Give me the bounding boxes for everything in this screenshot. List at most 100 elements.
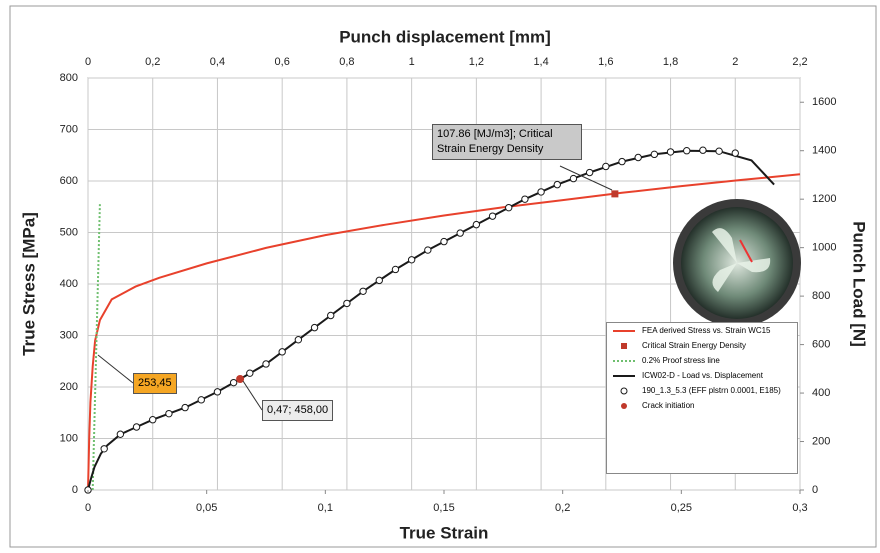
- x2-tick-label: 0,6: [275, 56, 290, 68]
- legend-entry: 0.2% Proof stress line: [611, 356, 793, 366]
- point: [230, 379, 236, 385]
- point: [247, 370, 253, 376]
- point: [603, 163, 609, 169]
- legend-entry: FEA derived Stress vs. Strain WC15: [611, 326, 793, 336]
- point: [376, 277, 382, 283]
- x2-tick-label: 2: [732, 56, 738, 68]
- x2-tick-label: 0,8: [339, 56, 354, 68]
- point: [441, 238, 447, 244]
- x2-tick-label: 1,2: [469, 56, 484, 68]
- y-tick-label: 100: [60, 432, 78, 444]
- x-tick-label: 0,3: [792, 502, 807, 514]
- point: [198, 397, 204, 403]
- x-tick-label: 0,15: [433, 502, 454, 514]
- y2-tick-label: 400: [812, 387, 830, 399]
- point: [133, 424, 139, 430]
- legend-swatch: [611, 326, 637, 336]
- x2-tick-label: 0,4: [210, 56, 225, 68]
- legend-label: FEA derived Stress vs. Strain WC15: [642, 326, 771, 336]
- x-tick-label: 0,25: [671, 502, 692, 514]
- y-axis-title: True Stress [MPa]: [19, 212, 38, 356]
- x2-tick-label: 1: [409, 56, 415, 68]
- point: [635, 154, 641, 160]
- legend-swatch: [611, 386, 637, 396]
- point: [651, 151, 657, 157]
- point: [117, 431, 123, 437]
- point: [732, 150, 738, 156]
- annotation: 253,45: [133, 373, 177, 394]
- x2-tick-label: 0,2: [145, 56, 160, 68]
- point: [457, 230, 463, 236]
- x-tick-label: 0,05: [196, 502, 217, 514]
- legend-entry: 190_1.3_5.3 (EFF plstrn 0.0001, E185): [611, 386, 793, 396]
- point: [408, 257, 414, 263]
- y-tick-label: 700: [60, 123, 78, 135]
- point: [473, 221, 479, 227]
- legend-label: Crack initiation: [642, 401, 694, 411]
- legend-label: 190_1.3_5.3 (EFF plstrn 0.0001, E185): [642, 386, 781, 396]
- y2-tick-label: 200: [812, 435, 830, 447]
- x2-tick-label: 1,6: [598, 56, 613, 68]
- x2-tick-label: 2,2: [792, 56, 807, 68]
- annotation: 107.86 [MJ/m3]; Critical Strain Energy D…: [432, 124, 582, 160]
- point: [311, 324, 317, 330]
- point: [425, 247, 431, 253]
- point: [684, 148, 690, 154]
- point: [344, 300, 350, 306]
- point: [700, 147, 706, 153]
- point: [611, 190, 618, 197]
- legend-swatch: [611, 401, 637, 411]
- legend-marker: [621, 403, 627, 409]
- point: [570, 175, 576, 181]
- point: [392, 266, 398, 272]
- point: [360, 288, 366, 294]
- point: [182, 404, 188, 410]
- y-tick-label: 600: [60, 175, 78, 187]
- x-axis-title: True Strain: [400, 523, 489, 542]
- y-tick-label: 0: [72, 484, 78, 496]
- x-tick-label: 0,2: [555, 502, 570, 514]
- legend-entry: Critical Strain Energy Density: [611, 341, 793, 351]
- point: [166, 410, 172, 416]
- legend-swatch: [611, 356, 637, 366]
- point: [150, 417, 156, 423]
- y-tick-label: 400: [60, 278, 78, 290]
- y2-tick-label: 600: [812, 338, 830, 350]
- y2-tick-label: 0: [812, 484, 818, 496]
- y2-axis-title: Punch Load [N]: [850, 221, 869, 347]
- legend-swatch: [611, 371, 637, 381]
- point: [667, 149, 673, 155]
- point: [619, 158, 625, 164]
- page: Punch displacement [mm] True Strain True…: [0, 0, 880, 553]
- y2-tick-label: 1600: [812, 96, 836, 108]
- point: [214, 389, 220, 395]
- legend-label: 0.2% Proof stress line: [642, 356, 720, 366]
- legend-marker: [621, 388, 627, 394]
- x2-tick-label: 1,8: [663, 56, 678, 68]
- y-tick-label: 800: [60, 72, 78, 84]
- point: [586, 169, 592, 175]
- x-tick-label: 0,1: [318, 502, 333, 514]
- point: [554, 181, 560, 187]
- y-tick-label: 500: [60, 226, 78, 238]
- point: [101, 446, 107, 452]
- point: [236, 375, 244, 383]
- legend-entry: ICW02-D - Load vs. Displacement: [611, 371, 793, 381]
- y2-tick-label: 1000: [812, 242, 836, 254]
- y2-tick-label: 800: [812, 290, 830, 302]
- x2-tick-label: 0: [85, 56, 91, 68]
- point: [279, 349, 285, 355]
- y2-tick-label: 1200: [812, 193, 836, 205]
- point: [328, 312, 334, 318]
- x-tick-label: 0: [85, 502, 91, 514]
- point: [506, 204, 512, 210]
- legend-label: ICW02-D - Load vs. Displacement: [642, 371, 763, 381]
- x2-tick-label: 1,4: [533, 56, 548, 68]
- legend-entry: Crack initiation: [611, 401, 793, 411]
- annotation: 0,47; 458,00: [262, 400, 333, 421]
- chart-title: Punch displacement [mm]: [339, 27, 551, 46]
- point: [295, 337, 301, 343]
- point: [263, 361, 269, 367]
- legend-swatch: [611, 341, 637, 351]
- point: [538, 189, 544, 195]
